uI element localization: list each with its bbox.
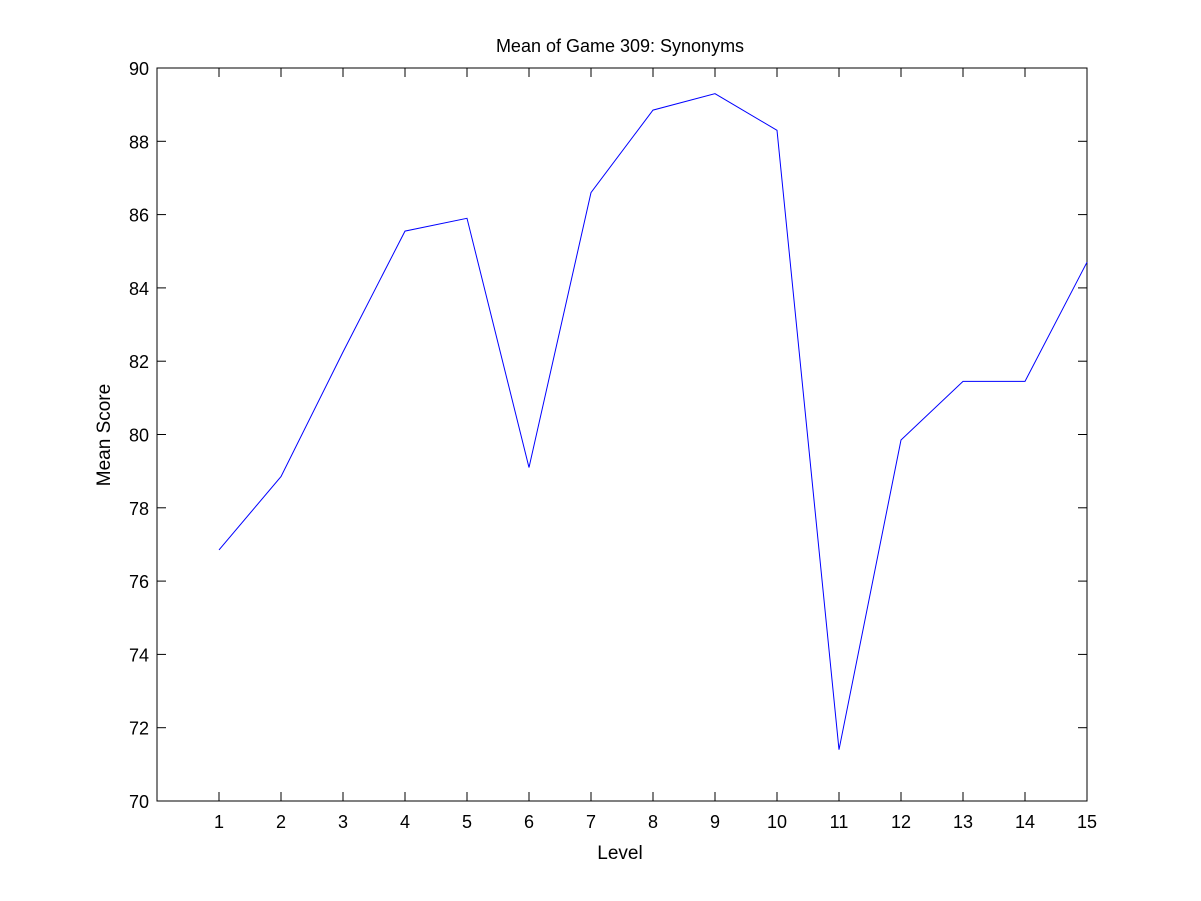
x-tick-label: 11	[830, 812, 849, 832]
x-tick-label: 4	[400, 812, 410, 832]
y-axis: 70 72 74 76 78 80 82 84 86 88 90	[129, 59, 1087, 812]
chart-title: Mean of Game 309: Synonyms	[496, 36, 744, 56]
y-axis-label: Mean Score	[94, 384, 115, 486]
y-tick-label: 80	[129, 426, 149, 446]
x-tick-label: 8	[648, 812, 658, 832]
x-tick-label: 10	[767, 812, 787, 832]
x-tick-label: 5	[462, 812, 472, 832]
y-tick-label: 90	[129, 59, 149, 79]
x-tick-label: 1	[214, 812, 224, 832]
series-line-0	[218, 93, 1088, 750]
y-tick-label: 72	[129, 719, 149, 739]
x-tick-label: 14	[1015, 812, 1035, 832]
y-tick-label: 70	[129, 792, 149, 812]
x-axis: 1 2 3 4 5 6 7 8 9 10 11 12 13 14 15	[214, 68, 1097, 832]
x-tick-label: 3	[338, 812, 348, 832]
x-tick-label: 15	[1077, 812, 1097, 832]
x-tick-label: 6	[524, 812, 534, 832]
y-tick-label: 82	[129, 352, 149, 372]
x-tick-label: 7	[586, 812, 596, 832]
y-tick-label: 86	[129, 206, 149, 226]
series-layer	[218, 93, 1088, 750]
y-tick-label: 84	[129, 279, 149, 299]
x-tick-label: 2	[276, 812, 286, 832]
y-tick-label: 88	[129, 132, 149, 152]
x-axis-label: Level	[597, 843, 642, 864]
x-tick-label: 12	[891, 812, 911, 832]
x-tick-label: 13	[953, 812, 973, 832]
plot-area	[156, 67, 1088, 802]
plot-frame	[156, 67, 1088, 802]
y-tick-label: 78	[129, 499, 149, 519]
y-tick-label: 74	[129, 645, 149, 665]
y-tick-label: 76	[129, 572, 149, 592]
x-tick-label: 9	[710, 812, 720, 832]
